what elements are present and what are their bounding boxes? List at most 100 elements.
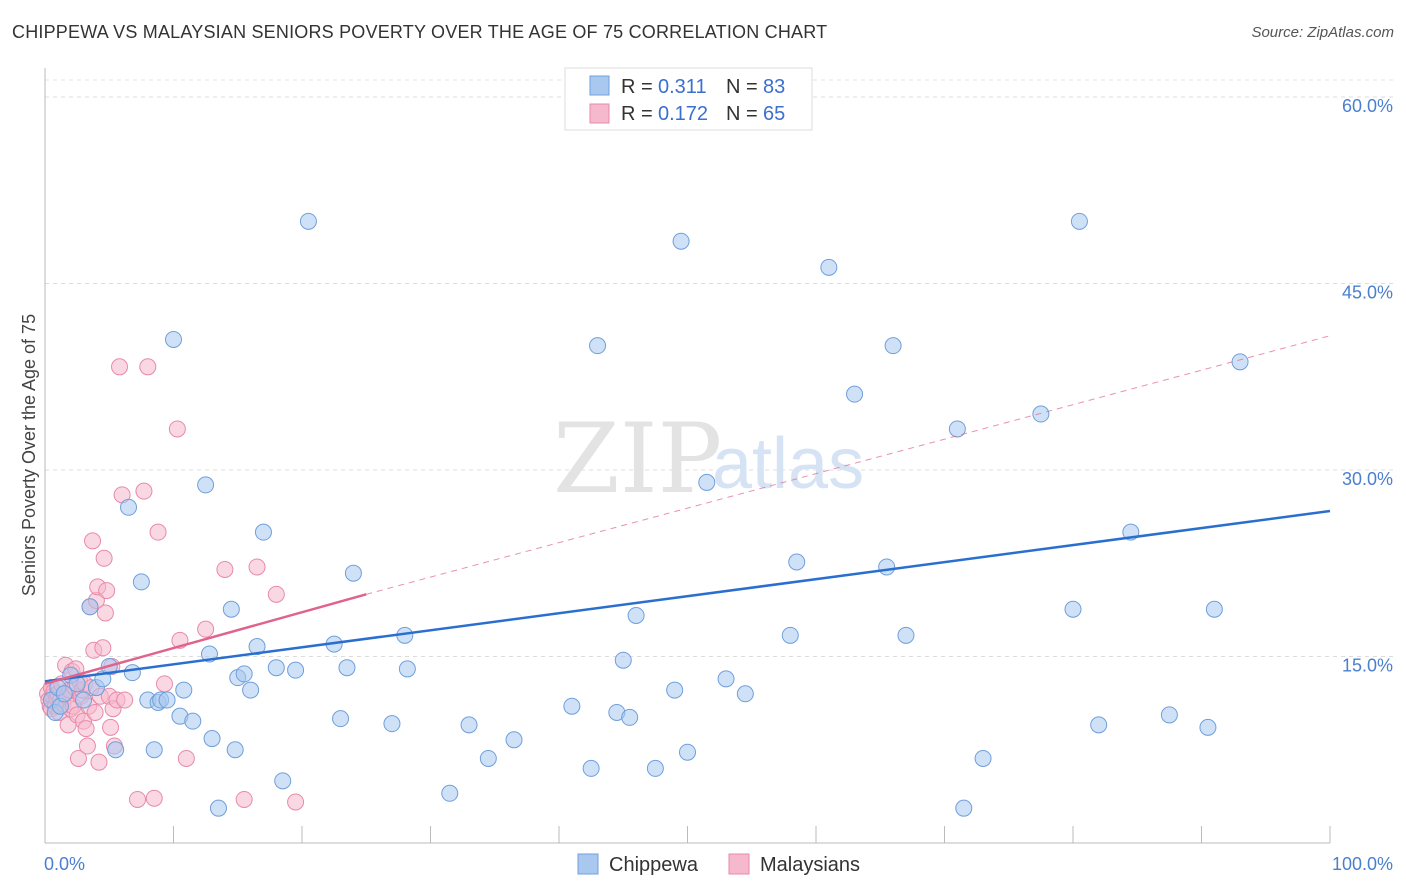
point-chippewa-30	[226, 741, 244, 759]
point-chippewa-47	[441, 784, 459, 802]
point-malaysians-38	[86, 703, 104, 721]
x-tick-label-0: 0.0%	[44, 854, 85, 874]
bottom-legend-swatch-chippewa	[577, 853, 599, 875]
point-chippewa-62	[698, 473, 716, 491]
point-chippewa-8	[81, 598, 99, 616]
point-malaysians-66	[216, 560, 234, 578]
point-chippewa-49	[479, 749, 497, 767]
point-malaysians-68	[248, 558, 266, 576]
legend-n-value-chippewa: 83	[763, 76, 785, 98]
legend-r-value-chippewa: 0.311	[658, 76, 707, 98]
point-chippewa-53	[589, 337, 607, 355]
gridlines	[45, 79, 1395, 657]
point-chippewa-28	[209, 799, 227, 817]
point-chippewa-75	[974, 749, 992, 767]
point-chippewa-48	[460, 716, 478, 734]
point-chippewa-41	[332, 710, 350, 728]
point-malaysians-31	[77, 720, 95, 738]
point-chippewa-71	[884, 337, 902, 355]
stats-legend: R = 0.311 N = 83 R = 0.172 N = 65	[564, 67, 813, 131]
legend-n-label-malaysians: N =	[726, 103, 758, 125]
point-chippewa-63	[717, 670, 735, 688]
point-chippewa-15	[132, 573, 150, 591]
point-chippewa-76	[1032, 405, 1050, 423]
point-chippewa-66	[781, 626, 799, 644]
point-malaysians-53	[111, 358, 129, 376]
point-chippewa-58	[646, 759, 664, 777]
trend-line-malaysians-extension	[366, 335, 1331, 595]
y-tick-label-2: 45.0%	[1342, 283, 1393, 303]
point-chippewa-77	[1064, 600, 1082, 618]
bottom-legend: Chippewa Malaysians	[577, 853, 860, 876]
point-chippewa-55	[614, 651, 632, 669]
point-malaysians-55	[116, 691, 134, 709]
y-axis-title: Seniors Poverty Over the Age of 75	[19, 314, 39, 596]
point-chippewa-83	[1205, 600, 1223, 618]
legend-swatch-chippewa	[589, 75, 610, 96]
point-chippewa-21	[165, 330, 182, 348]
watermark-zip: ZIP	[553, 403, 722, 515]
point-malaysians-36	[84, 532, 102, 550]
point-malaysians-58	[139, 358, 157, 376]
y-tick-label-3: 60.0%	[1342, 96, 1393, 116]
point-chippewa-7	[75, 691, 93, 709]
legend-n-value-malaysians: 65	[763, 103, 785, 125]
point-chippewa-78	[1070, 212, 1088, 230]
point-chippewa-37	[274, 772, 292, 790]
legend-r-value-malaysians: 0.172	[658, 103, 708, 125]
point-malaysians-59	[145, 789, 163, 807]
point-chippewa-51	[563, 697, 581, 715]
point-malaysians-43	[94, 639, 112, 657]
point-chippewa-12	[107, 741, 125, 759]
point-malaysians-45	[96, 604, 114, 622]
axes	[44, 68, 1331, 844]
trend-lines	[44, 335, 1331, 686]
bottom-legend-label-malaysians: Malaysians	[760, 854, 860, 876]
point-chippewa-46	[398, 660, 416, 678]
point-chippewa-34	[248, 638, 266, 656]
y-tick-label-1: 30.0%	[1342, 469, 1393, 489]
point-chippewa-35	[254, 523, 272, 541]
point-malaysians-60	[149, 523, 167, 541]
legend-r-label-malaysians: R =	[621, 103, 653, 125]
point-chippewa-68	[820, 258, 838, 276]
point-malaysians-48	[102, 718, 120, 736]
point-chippewa-23	[175, 681, 193, 699]
point-chippewa-33	[242, 681, 260, 699]
point-malaysians-62	[168, 420, 186, 438]
point-chippewa-13	[120, 498, 138, 516]
x-tick-label-1: 100.0%	[1332, 854, 1393, 874]
point-chippewa-14	[123, 664, 141, 682]
point-chippewa-24	[184, 712, 202, 730]
point-malaysians-32	[78, 737, 96, 755]
legend-n-label-chippewa: N =	[726, 76, 758, 98]
point-chippewa-64	[736, 685, 754, 703]
point-chippewa-43	[344, 564, 362, 582]
y-tick-labels: 15.0% 30.0% 45.0% 60.0%	[1342, 96, 1393, 676]
point-chippewa-74	[955, 799, 973, 817]
trend-line-malaysians	[44, 593, 367, 686]
point-malaysians-69	[267, 585, 285, 603]
point-malaysians-57	[135, 482, 153, 500]
chart-title: CHIPPEWA VS MALAYSIAN SENIORS POVERTY OV…	[12, 22, 828, 42]
point-chippewa-56	[621, 708, 639, 726]
point-chippewa-44	[383, 715, 401, 733]
legend-r-label-chippewa: R =	[621, 76, 653, 98]
point-chippewa-84	[1231, 353, 1249, 371]
point-malaysians-64	[177, 749, 195, 767]
point-chippewa-42	[338, 659, 356, 677]
point-chippewa-61	[679, 743, 696, 761]
point-chippewa-81	[1160, 706, 1178, 724]
point-chippewa-60	[672, 232, 690, 250]
point-malaysians-25	[69, 749, 87, 767]
point-chippewa-59	[666, 681, 684, 699]
watermark: ZIP atlas	[553, 403, 864, 515]
point-chippewa-70	[878, 558, 896, 576]
legend-swatch-malaysians	[589, 103, 610, 124]
bottom-legend-label-chippewa: Chippewa	[609, 854, 699, 876]
point-chippewa-67	[788, 553, 806, 571]
point-chippewa-25	[197, 476, 215, 494]
point-chippewa-50	[505, 731, 523, 749]
point-malaysians-67	[235, 790, 253, 808]
